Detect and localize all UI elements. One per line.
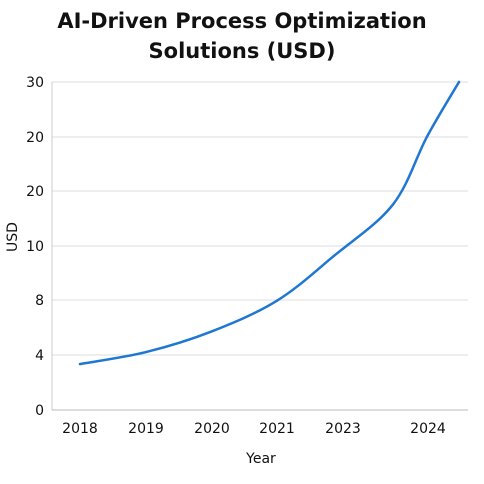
x-tick-label-5: 2024 [410, 421, 446, 437]
axes [51, 82, 468, 411]
data-point-0-4 [332, 254, 336, 258]
data-point-0-0 [78, 362, 82, 366]
series [78, 80, 461, 366]
y-tick-label-3: 10 [26, 239, 44, 255]
x-tick-label-2: 2020 [194, 421, 230, 437]
x-axis-label: Year [245, 451, 276, 467]
gridlines [52, 81, 468, 356]
data-point-0-2 [210, 330, 214, 333]
y-tick-label-1: 4 [35, 348, 44, 364]
x-tick-label-3: 2021 [259, 421, 295, 437]
data-point-0-7 [457, 80, 461, 84]
y-tick-label-0: 0 [35, 403, 44, 419]
x-tick-label-4: 2023 [325, 421, 361, 437]
chart-title-line-1: AI-Driven Process Optimization [57, 9, 427, 33]
x-tick-labels: 2018 2019 2020 2021 2023 2024 [62, 421, 446, 437]
chart-title-line-2: Solutions (USD) [148, 39, 336, 63]
series-line-0 [78, 80, 461, 366]
y-tick-label-4: 20 [26, 184, 44, 200]
data-point-0-5 [391, 203, 395, 206]
chart-title: AI-Driven Process Optimization Solutions… [0, 6, 484, 66]
data-point-0-1 [144, 350, 148, 354]
y-tick-label-2: 8 [35, 293, 44, 309]
data-point-0-6 [425, 135, 429, 138]
data-point-0-3 [275, 299, 279, 302]
y-tick-label-5: 20 [26, 130, 44, 146]
y-tick-label-6: 30 [26, 75, 44, 91]
y-axis-label: USD [5, 222, 21, 252]
x-tick-label-1: 2019 [128, 421, 164, 437]
y-tick-labels: 0 4 8 10 20 20 30 [26, 75, 44, 419]
x-tick-label-0: 2018 [62, 421, 98, 437]
